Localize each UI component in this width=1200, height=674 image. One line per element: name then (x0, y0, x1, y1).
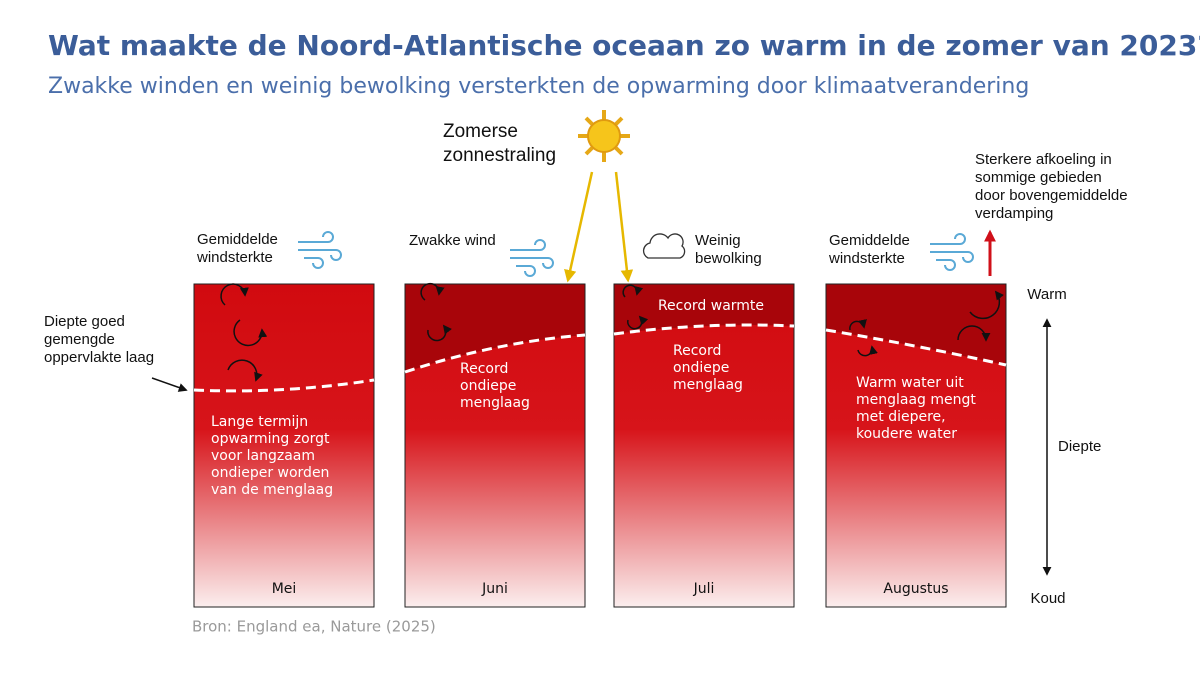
subtitle: Zwakke winden en weinig bewolking verste… (48, 74, 1029, 99)
sun-label: zonnestraling (443, 145, 556, 166)
panel-text: Record (460, 361, 508, 377)
month-label: Juni (481, 581, 508, 597)
panel-text: voor langzaam (211, 448, 315, 464)
condition-label: Gemiddelde (829, 232, 910, 249)
month-label: Augustus (883, 581, 948, 597)
title: Wat maakte de Noord-Atlantische oceaan z… (48, 29, 1200, 62)
sun-label: Zomerse (443, 121, 518, 142)
condition-label: Gemiddelde (197, 231, 278, 248)
layer-label: oppervlakte laag (44, 349, 154, 366)
panel-text: met diepere, (856, 409, 946, 425)
layer-pointer (151, 377, 188, 392)
panel-text: Record (673, 343, 721, 359)
icons (298, 231, 974, 277)
panel-text: ondiepe (460, 378, 516, 394)
panel-text: van de menglaag (211, 482, 333, 498)
panel-text: menglaag (673, 377, 743, 393)
condition-label: windsterkte (828, 250, 905, 267)
condition-label: Weinig (695, 232, 741, 249)
panel-text: opwarming zorgt (211, 431, 330, 447)
evaporation-label: door bovengemiddelde (975, 187, 1128, 204)
depth-bottom: Koud (1030, 590, 1065, 607)
panel-text: ondiepe (673, 360, 729, 376)
condition-label: Zwakke wind (409, 232, 496, 249)
source: Bron: England ea, Nature (2025) (192, 618, 436, 636)
panels-bg (193, 282, 1007, 608)
condition-label: bewolking (695, 250, 762, 267)
layer-label: gemengde (44, 331, 115, 348)
depth-top: Warm (1027, 286, 1066, 303)
depth-label: Diepte (1058, 438, 1101, 455)
panel-text: menglaag (460, 395, 530, 411)
month-label: Mei (272, 581, 297, 597)
panel-text: Warm water uit (856, 375, 964, 391)
panel-text: menglaag mengt (856, 392, 976, 408)
condition-label: windsterkte (196, 249, 273, 266)
panel-top-text: Record warmte (658, 298, 764, 314)
layer-label: Diepte goed (44, 313, 125, 330)
evaporation-label: sommige gebieden (975, 169, 1102, 186)
sun (564, 110, 634, 283)
evaporation-label: verdamping (975, 205, 1053, 222)
evaporation-label: Sterkere afkoeling in (975, 151, 1112, 168)
panel-text: koudere water (856, 426, 957, 442)
month-label: Juli (693, 581, 715, 597)
panel-text: Lange termijn (211, 414, 308, 430)
panel-text: ondieper worden (211, 465, 329, 481)
